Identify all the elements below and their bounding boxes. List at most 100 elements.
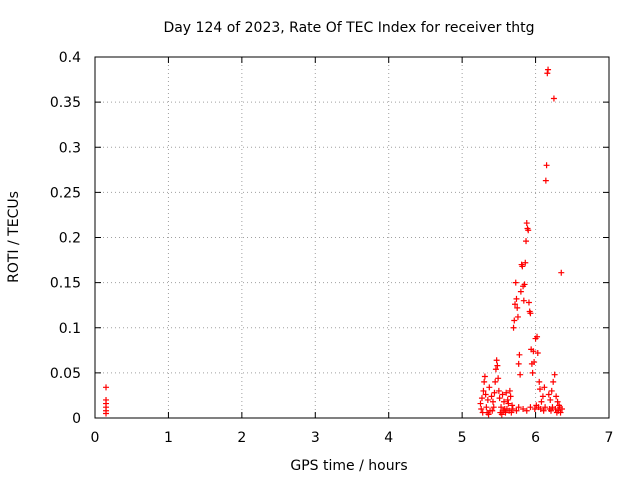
data-point (538, 398, 545, 405)
data-point (492, 378, 499, 385)
x-axis-label: GPS time / hours (290, 458, 407, 474)
y-tick-label: 0.15 (50, 276, 81, 292)
data-point (534, 333, 541, 340)
data-points (103, 66, 566, 418)
data-point (542, 404, 549, 411)
data-point (486, 384, 493, 391)
data-point (520, 297, 527, 304)
y-tick-label: 0.4 (59, 50, 81, 66)
data-point (540, 407, 547, 414)
data-point (523, 220, 530, 227)
data-point (488, 393, 495, 400)
data-point (495, 375, 502, 382)
data-point (550, 378, 557, 385)
data-point (551, 371, 558, 378)
x-tick-label: 3 (311, 430, 320, 446)
data-point (504, 396, 511, 403)
data-point (517, 371, 524, 378)
data-point (543, 162, 550, 169)
data-point (482, 391, 489, 398)
data-point (490, 404, 497, 411)
data-point (541, 384, 548, 391)
data-point (529, 369, 536, 376)
y-tick-label: 0.05 (50, 366, 81, 382)
data-point (507, 393, 514, 400)
data-point (103, 384, 110, 391)
data-point (530, 348, 537, 355)
data-point (509, 405, 516, 412)
data-point (483, 404, 490, 411)
x-tick-label: 7 (605, 430, 614, 446)
data-point (503, 389, 510, 396)
data-point (527, 310, 534, 317)
data-point (523, 238, 530, 245)
data-point (522, 259, 529, 266)
data-point (489, 407, 496, 414)
data-point (506, 387, 513, 394)
x-tick-label: 6 (531, 430, 540, 446)
data-point (536, 386, 543, 393)
data-point (478, 405, 485, 412)
y-axis-label: ROTI / TECUs (6, 191, 22, 283)
x-tick-label: 0 (91, 430, 100, 446)
data-point (498, 411, 505, 418)
data-point (558, 269, 565, 276)
plot-frame (94, 56, 610, 419)
data-point (517, 288, 524, 295)
data-point (493, 357, 500, 364)
data-point (509, 402, 516, 409)
y-tick-label: 0.2 (59, 231, 81, 247)
data-point (550, 95, 557, 102)
data-point (489, 398, 496, 405)
data-point (545, 66, 552, 73)
data-point (500, 398, 507, 405)
data-point (512, 279, 519, 286)
data-point (542, 177, 549, 184)
data-point (508, 409, 515, 416)
data-point (495, 387, 502, 394)
data-point (477, 400, 484, 407)
axes: 0 1 2 3 4 5 6 7 0 0.05 0.1 0.15 0.2 0.25 0.3 0.35 0.4 (50, 50, 614, 446)
data-point (498, 404, 505, 411)
x-tick-label: 2 (237, 430, 246, 446)
y-tick-label: 0.25 (50, 185, 81, 201)
x-tick-label: 1 (164, 430, 173, 446)
grid (95, 57, 609, 418)
data-point (481, 378, 488, 385)
data-point (485, 411, 492, 418)
data-point (545, 391, 552, 398)
data-point (544, 70, 551, 77)
data-point (492, 366, 499, 373)
data-point (520, 405, 527, 412)
data-point (499, 391, 506, 398)
data-point (527, 404, 534, 411)
y-tick-label: 0.35 (50, 95, 81, 111)
data-point (103, 410, 110, 417)
data-point (502, 409, 509, 416)
y-tick-label: 0 (72, 411, 81, 427)
y-tick-label: 0.3 (59, 140, 81, 156)
data-point (511, 317, 518, 324)
data-point (515, 360, 522, 367)
data-point (539, 393, 546, 400)
data-point (513, 295, 520, 302)
data-point (513, 407, 520, 414)
data-point (505, 400, 512, 407)
data-point (548, 387, 555, 394)
data-point (531, 359, 538, 366)
data-point (547, 396, 554, 403)
data-point (481, 373, 488, 380)
chart-title: Day 124 of 2023, Rate Of TEC Index for r… (163, 20, 534, 36)
data-point (525, 299, 532, 306)
data-point (510, 324, 517, 331)
data-point (554, 398, 561, 405)
data-point (515, 404, 522, 411)
data-point (512, 301, 519, 308)
x-tick-label: 5 (458, 430, 467, 446)
data-point (519, 263, 526, 270)
data-point (536, 378, 543, 385)
data-point (514, 304, 521, 311)
data-point (557, 409, 564, 416)
data-point (478, 395, 485, 402)
